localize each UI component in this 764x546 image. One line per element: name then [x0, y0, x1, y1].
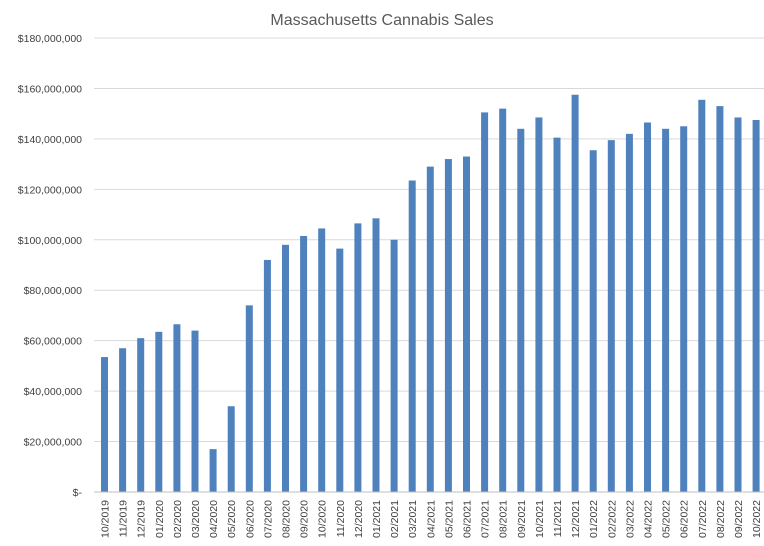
x-tick-label: 08/2020 [281, 500, 293, 538]
x-tick-label: 07/2020 [262, 500, 274, 538]
bar [101, 357, 108, 492]
bar [263, 259, 271, 492]
bar [119, 348, 127, 492]
bar [191, 330, 199, 492]
x-tick-label: 05/2021 [443, 500, 455, 538]
bar [245, 305, 253, 492]
x-tick-label: 06/2022 [679, 500, 691, 538]
bar [408, 180, 416, 492]
y-tick-label: $180,000,000 [18, 33, 82, 45]
bar [716, 106, 724, 492]
x-tick-label: 03/2022 [624, 500, 636, 538]
y-tick-label: $20,000,000 [24, 437, 83, 449]
bar [662, 128, 670, 493]
bar [282, 244, 289, 492]
bar [734, 117, 742, 492]
bar [499, 108, 507, 492]
x-tick-label: 04/2022 [643, 500, 655, 538]
x-tick-label: 10/2022 [751, 500, 763, 538]
y-tick-label: $40,000,000 [24, 386, 83, 398]
bar [698, 99, 706, 493]
x-tick-label: 02/2020 [172, 500, 184, 538]
bar [752, 119, 760, 492]
bar [426, 166, 434, 492]
x-tick-label: 06/2021 [462, 500, 474, 538]
bar [644, 122, 651, 492]
x-tick-label: 01/2021 [371, 500, 383, 538]
bar [553, 137, 561, 492]
bar [625, 133, 633, 492]
bar [318, 228, 326, 492]
x-tick-label: 01/2022 [588, 500, 600, 538]
bar [517, 128, 525, 493]
bar [227, 406, 235, 492]
bar [372, 218, 380, 493]
x-tick-label: 12/2021 [570, 500, 582, 538]
x-tick-label: 10/2020 [317, 500, 329, 538]
y-tick-label: $- [73, 487, 83, 499]
x-tick-label: 07/2022 [697, 500, 709, 538]
x-tick-label: 09/2020 [299, 500, 311, 538]
x-tick-label: 11/2019 [118, 500, 130, 537]
bar [155, 331, 163, 492]
bars [101, 94, 760, 493]
bar [571, 94, 579, 492]
x-tick-label: 04/2021 [425, 500, 437, 538]
bar [535, 117, 543, 492]
x-tick-label: 09/2021 [516, 500, 528, 538]
x-tick-label: 08/2022 [715, 500, 727, 538]
bar [300, 235, 308, 492]
x-tick-label: 11/2021 [552, 500, 564, 537]
bar [390, 239, 398, 492]
x-tick-label: 03/2021 [407, 500, 419, 538]
y-tick-label: $100,000,000 [18, 235, 82, 247]
bar [463, 156, 470, 493]
y-tick-label: $120,000,000 [18, 184, 82, 196]
bar [209, 449, 217, 492]
x-tick-label: 12/2019 [136, 500, 148, 538]
bar [607, 140, 615, 492]
bar [137, 338, 145, 492]
bar [444, 159, 452, 493]
y-tick-label: $160,000,000 [18, 83, 82, 95]
y-tick-label: $60,000,000 [24, 336, 83, 348]
x-tick-label: 05/2022 [661, 500, 673, 538]
y-tick-label: $80,000,000 [24, 285, 83, 297]
bar [589, 150, 597, 492]
x-tick-label: 04/2020 [208, 500, 220, 538]
x-tick-label: 08/2021 [498, 500, 510, 538]
bar [336, 248, 344, 492]
x-tick-label: 01/2020 [154, 500, 166, 538]
chart-title: Massachusetts Cannabis Sales [270, 12, 493, 29]
x-tick-label: 02/2022 [606, 500, 618, 538]
bar [354, 223, 362, 492]
bar [481, 112, 489, 493]
bar [680, 126, 688, 493]
x-tick-label: 03/2020 [190, 500, 202, 538]
x-axis-tick-labels: 10/2019 11/2019 12/2019 01/2020 02/2020 03/20… [100, 500, 764, 538]
y-axis-tick-labels: $- $20,000,000 $40,000,000 $60,000,000 $80,0… [18, 33, 83, 499]
x-tick-label: 02/2021 [389, 500, 401, 538]
bar [173, 324, 181, 492]
x-tick-label: 12/2020 [353, 500, 365, 538]
x-tick-label: 07/2021 [480, 500, 492, 538]
x-tick-label: 05/2020 [226, 500, 238, 538]
y-tick-label: $140,000,000 [18, 134, 82, 146]
x-tick-label: 10/2019 [100, 500, 112, 538]
x-tick-label: 09/2022 [733, 500, 745, 538]
x-tick-label: 11/2020 [335, 500, 347, 537]
x-tick-label: 06/2020 [244, 500, 256, 538]
x-tick-label: 10/2021 [534, 500, 546, 538]
